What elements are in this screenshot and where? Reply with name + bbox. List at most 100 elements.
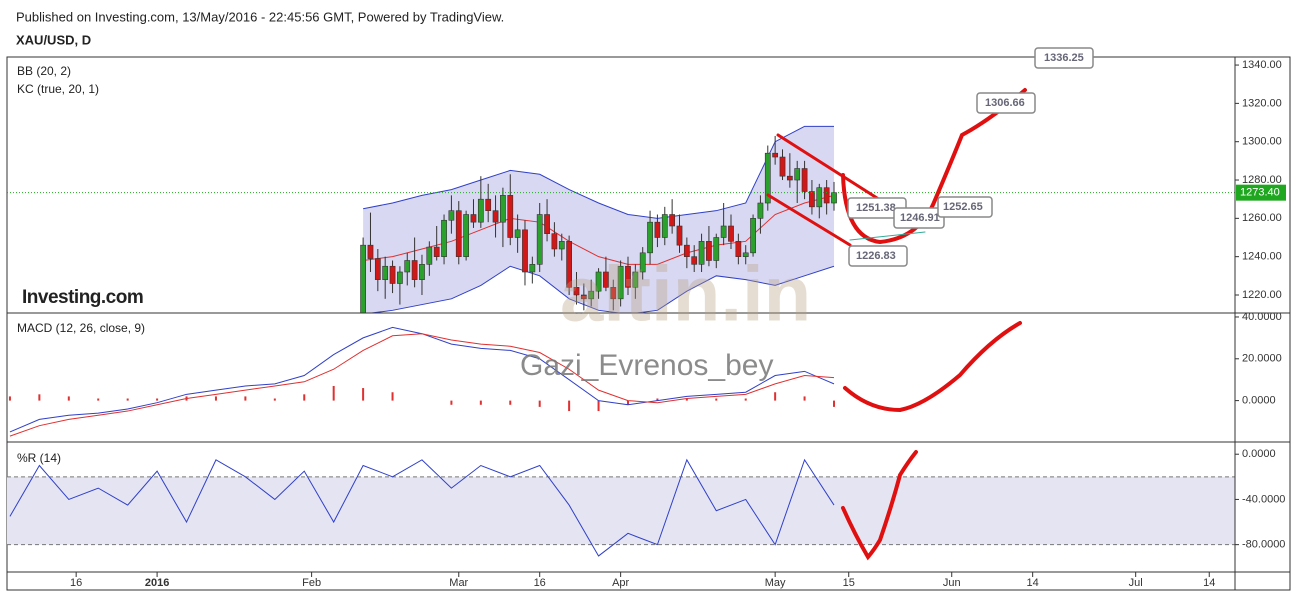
- last-price-box: [1236, 184, 1286, 201]
- callout-label: 1336.25: [1044, 52, 1084, 64]
- watermark: Gazi_Evrenos_bey: [520, 349, 773, 382]
- candle-body: [676, 225, 683, 246]
- histogram-bar: [303, 394, 306, 401]
- histogram-bar: [97, 398, 100, 401]
- y-tick-label: -40.0000: [1242, 493, 1285, 505]
- candle-body: [801, 168, 808, 192]
- histogram-bar: [8, 396, 11, 401]
- candle-body: [573, 287, 580, 296]
- axes: 1220.00 1240.00 1260.00 1280.00 1300.00 1320.…: [70, 59, 1286, 589]
- macd-pane: [8, 326, 836, 437]
- frame: [6, 56, 1291, 591]
- pane-title: MACD (12, 26, close, 9): [17, 321, 145, 335]
- callout-label: 1251.38: [856, 202, 896, 214]
- candle-body: [617, 265, 624, 300]
- histogram-bar: [67, 396, 70, 401]
- candle-body: [374, 258, 381, 280]
- candle-body: [477, 198, 484, 223]
- x-tick-label: 14: [1027, 577, 1039, 589]
- candle-body: [639, 252, 646, 273]
- candle-body: [706, 241, 712, 261]
- x-tick-label: 16: [534, 577, 546, 589]
- histogram-bar: [597, 400, 600, 412]
- callout-label: 1226.83: [856, 250, 896, 262]
- candle-body: [514, 229, 521, 238]
- y-tick-label: 1220.00: [1242, 289, 1282, 301]
- histogram-bar: [244, 396, 247, 401]
- y-tick-label: 1340.00: [1242, 59, 1282, 71]
- callout-label: 1252.65: [943, 201, 983, 213]
- freehand: [841, 88, 1027, 245]
- histogram-bar: [273, 398, 276, 401]
- symbol: XAU/USD, D: [16, 32, 91, 47]
- candle-body: [794, 168, 801, 181]
- watermark: altin.in: [560, 250, 811, 338]
- candle-body: [625, 265, 631, 288]
- candle-body: [742, 252, 749, 257]
- histogram-bar: [509, 400, 512, 405]
- series-line: [9, 458, 835, 557]
- candle-body: [750, 218, 756, 254]
- candle-body: [492, 210, 499, 223]
- candle-body: [713, 237, 720, 261]
- histogram-bar: [538, 400, 541, 407]
- candle-body: [683, 244, 690, 257]
- candle-body: [735, 241, 742, 257]
- series-line: [9, 333, 835, 437]
- candle-body: [610, 287, 617, 300]
- candle-body: [595, 271, 602, 292]
- y-tick-label: 1240.00: [1242, 251, 1282, 263]
- candle-body: [823, 187, 830, 204]
- x-tick-label: Mar: [449, 577, 468, 589]
- wr-pane: [7, 458, 1235, 557]
- y-tick-label: 40.0000: [1242, 311, 1282, 323]
- y-tick-label: 1260.00: [1242, 212, 1282, 224]
- y-tick-label: 0.0000: [1242, 395, 1276, 407]
- histogram-bar: [391, 392, 394, 401]
- histogram-bar: [715, 398, 718, 401]
- histogram-bar: [803, 396, 806, 401]
- histogram-bar: [362, 388, 365, 401]
- candle-body: [728, 225, 734, 242]
- candle-body: [360, 244, 366, 313]
- callouts: 1251.38 1246.91 1252.65 1226.83 1306.66 …: [847, 47, 1094, 267]
- y-tick-label: 1280.00: [1242, 174, 1282, 186]
- candle-body: [382, 265, 389, 280]
- candle-body: [580, 294, 587, 300]
- candle-body: [757, 202, 764, 219]
- candle-body: [397, 271, 403, 284]
- callout-box: [1034, 47, 1094, 69]
- histogram-bar: [744, 398, 747, 401]
- candle-body: [426, 246, 433, 265]
- candle-body: [661, 214, 668, 238]
- last-price-label: 1273.40: [1240, 187, 1280, 199]
- callout-box: [937, 196, 993, 218]
- candle-body: [522, 229, 528, 273]
- candle-body: [404, 260, 411, 273]
- logo: Investing.com: [22, 287, 143, 308]
- x-tick-label: 2016: [145, 577, 169, 589]
- candle-body: [411, 260, 418, 280]
- callout-box: [976, 92, 1036, 114]
- candle-body: [764, 152, 771, 204]
- x-tick-label: Jun: [943, 577, 961, 589]
- y-tick-label: 1320.00: [1242, 97, 1282, 109]
- candle-body: [485, 198, 492, 211]
- x-tick-label: May: [765, 577, 786, 589]
- candle-body: [603, 271, 609, 288]
- trendline: [776, 133, 879, 200]
- candle-body: [558, 241, 565, 250]
- candle-body: [441, 219, 447, 257]
- x-tick-label: Apr: [612, 577, 629, 589]
- range-band: [7, 476, 1235, 545]
- candle-body: [566, 241, 573, 288]
- histogram-bar: [626, 400, 629, 405]
- candle-body: [529, 264, 536, 273]
- candle-body: [544, 214, 550, 234]
- candle-body: [772, 152, 779, 158]
- candle-body: [698, 241, 705, 265]
- candle-body: [720, 225, 727, 238]
- drawings: [766, 88, 1027, 561]
- candle-body: [654, 221, 661, 238]
- x-tick-label: Jul: [1129, 577, 1143, 589]
